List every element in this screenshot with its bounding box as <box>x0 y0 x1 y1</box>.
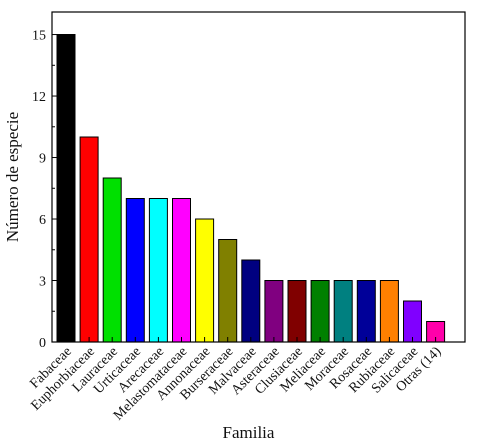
bar-salicaceae <box>403 300 422 343</box>
bar-asteraceae <box>264 280 284 343</box>
bar-fabaceae <box>56 34 76 343</box>
bar-moraceae <box>333 280 353 343</box>
x-axis-title: Familia <box>223 423 275 442</box>
plot-frame <box>51 11 466 343</box>
y-tick-label: 3 <box>39 275 46 290</box>
y-tick-label: 6 <box>39 213 46 228</box>
bar-malvaceae <box>241 259 261 343</box>
y-axis-title: Número de especie <box>3 112 22 242</box>
y-tick-label: 15 <box>32 29 46 44</box>
bar-arecaceae <box>148 198 168 343</box>
bar-clusiaceae <box>287 280 307 343</box>
y-tick-label: 9 <box>39 152 46 167</box>
bar-rosaceae <box>356 280 376 343</box>
bar-euphorbiaceae <box>79 136 99 343</box>
bars-layer <box>56 34 446 343</box>
y-tick-label: 0 <box>39 336 46 351</box>
bar-lauraceae <box>102 177 122 343</box>
bar-annonaceae <box>195 218 215 343</box>
y-tick-label: 12 <box>32 90 46 105</box>
bar-melastomataceae <box>172 198 191 343</box>
y-axis-ticks: 0 3 6 9 12 15 <box>32 29 58 351</box>
bar-meliaceae <box>310 280 330 343</box>
bar-rubiaceae <box>379 280 399 343</box>
bar-urticaceae <box>125 198 145 343</box>
bar-burseraceae <box>218 239 238 343</box>
x-axis-ticks: FabaceaeEuphorbiaceaeLauraceaeUrticaceae… <box>27 337 445 424</box>
